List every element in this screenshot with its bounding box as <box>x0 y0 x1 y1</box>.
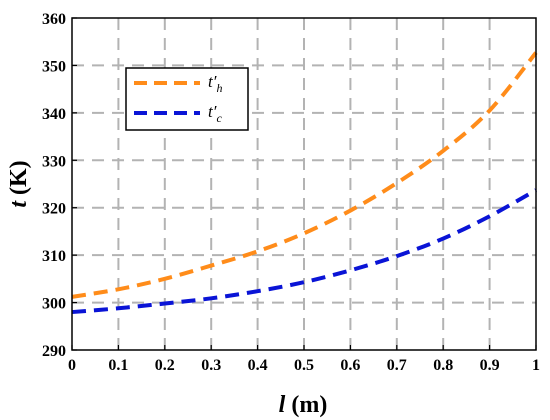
x-tick-label: 0.1 <box>108 357 128 374</box>
legend-label-hot: t′h <box>208 72 222 95</box>
x-tick-labels: 0 0.1 0.2 0.3 0.4 0.5 0.6 0.7 0.8 0.9 1 <box>68 345 540 374</box>
x-tick-label: 0.5 <box>294 357 314 374</box>
legend: t′h t′c <box>125 67 249 131</box>
y-tick-labels: 290 300 310 320 330 340 350 360 <box>42 11 77 360</box>
x-tick-label: 0.9 <box>480 357 500 374</box>
x-axis-label-var: l <box>279 392 286 418</box>
series-line-hot <box>71 51 538 299</box>
x-tick-label: 0.3 <box>201 357 221 374</box>
y-axis-label: t (K) <box>6 160 32 207</box>
x-tick-label: 0.8 <box>433 357 453 374</box>
y-tick-label: 290 <box>42 343 66 360</box>
grid <box>72 18 536 350</box>
x-tick-label: 0 <box>68 357 76 374</box>
x-tick-label: 0.4 <box>248 357 268 374</box>
y-axis-label-var: t <box>6 200 32 208</box>
x-tick-label: 0.2 <box>155 357 175 374</box>
series-group <box>71 51 538 315</box>
x-axis-label-unit: (m) <box>291 392 327 418</box>
x-axis-label: l (m) <box>279 392 328 418</box>
y-tick-label: 360 <box>42 11 66 28</box>
y-axis-label-unit: (K) <box>6 160 32 195</box>
x-tick-label: 1 <box>532 357 540 374</box>
y-tick-label: 350 <box>42 58 66 75</box>
y-tick-label: 330 <box>42 153 66 170</box>
y-tick-label: 300 <box>42 296 66 313</box>
x-tick-label: 0.6 <box>340 357 360 374</box>
y-tick-label: 320 <box>42 201 66 218</box>
series-line-cold <box>71 188 537 315</box>
y-tick-label: 310 <box>42 248 66 265</box>
legend-label-cold: t′c <box>208 102 222 125</box>
y-tick-label: 340 <box>42 106 66 123</box>
x-tick-label: 0.7 <box>387 357 407 374</box>
legend-box <box>125 67 249 131</box>
